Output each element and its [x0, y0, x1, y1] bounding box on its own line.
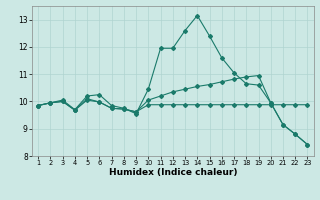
- X-axis label: Humidex (Indice chaleur): Humidex (Indice chaleur): [108, 168, 237, 177]
